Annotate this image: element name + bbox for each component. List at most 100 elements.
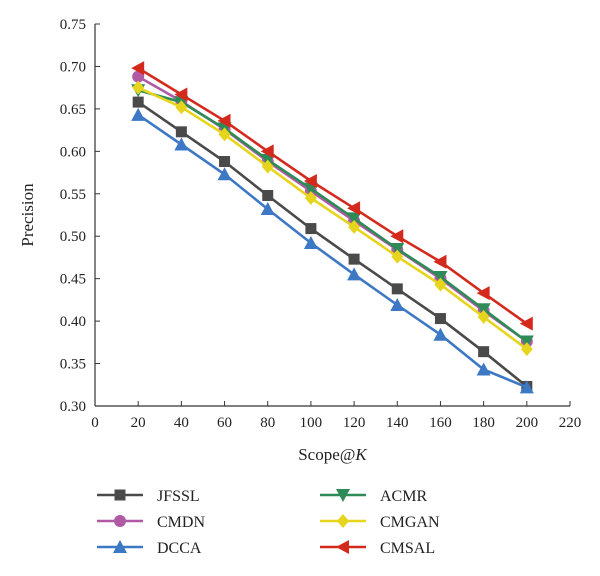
legend-item-cmsal: CMSAL [320,540,435,557]
data-point-cmsal [260,144,274,159]
data-point-cmsal [303,174,317,189]
legend-marker-jfssl [114,489,126,501]
data-point-cmdn [132,70,145,83]
y-tick-label: 0.35 [60,357,86,373]
data-point-cmgan [348,219,361,234]
x-axis-title-text: Scope@ [298,445,355,464]
data-point-dcca [519,380,534,394]
data-point-cmgan [304,191,317,206]
data-point-cmsal [476,286,490,301]
data-point-acmr [476,303,491,317]
y-tick-label: 0.60 [60,144,86,160]
legend-item-dcca: DCCA [97,540,202,557]
x-tick-label: 200 [516,415,539,431]
data-point-acmr [390,242,405,256]
series-dcca [131,107,534,394]
data-point-acmr [433,270,448,284]
y-tick-label: 0.70 [60,59,86,75]
series-line-dcca [137,113,528,389]
series-cmgan [132,80,533,357]
legend-item-cmgan: CMGAN [320,514,440,531]
data-point-cmgan [520,342,533,357]
data-point-dcca [303,236,318,250]
data-point-cmsal [433,254,447,269]
y-tick-label: 0.40 [60,314,86,330]
data-point-acmr [347,212,362,226]
data-point-jfssl [434,313,446,325]
legend-item-acmr: ACMR [320,488,427,505]
series-jfssl [132,96,533,392]
legend-marker-cmsal [336,540,349,554]
series-cmdn [132,70,533,348]
data-point-dcca [433,327,448,341]
data-point-dcca [390,297,405,311]
data-point-jfssl [391,283,403,295]
x-tick-label: 180 [472,415,495,431]
y-tick-label: 0.65 [60,102,86,118]
data-point-cmsal [131,61,145,76]
x-tick-label: 160 [429,415,452,431]
data-point-cmsal [390,229,404,244]
y-tick-label: 0.30 [60,399,86,415]
legend-marker-cmdn [114,515,126,527]
x-tick-label: 220 [559,415,582,431]
x-tick-label: 100 [300,415,323,431]
data-point-acmr [519,335,534,349]
data-point-cmgan [218,127,231,142]
data-point-dcca [217,167,232,181]
x-tick-label: 120 [343,415,366,431]
data-point-cmsal [519,316,533,331]
x-tick-label: 20 [131,415,146,431]
data-point-jfssl [132,96,144,108]
series-cmsal [131,61,533,331]
data-point-jfssl [262,189,274,201]
data-point-cmgan [132,80,145,95]
legend-label-cmgan: CMGAN [380,514,440,531]
series-layer [131,61,534,394]
legend: JFSSL ACMR CMDN CMGAN DCCA CMSAL [97,488,440,557]
axes: 0.30 0.35 0.40 0.45 0.50 0.55 0.60 0.65 0.70 0.75… [60,17,582,431]
legend-label-acmr: ACMR [380,488,427,505]
data-point-jfssl [348,253,360,265]
data-point-jfssl [478,346,490,358]
data-point-dcca [260,202,275,216]
x-tick-label: 140 [386,415,409,431]
series-line-cmgan [137,86,528,351]
legend-marker-acmr [336,489,350,502]
data-point-cmgan [434,277,447,292]
data-point-dcca [131,107,146,121]
data-point-jfssl [175,126,187,138]
data-point-cmsal [174,87,188,102]
y-axis-title: Precision [18,183,37,247]
x-tick-label: 80 [260,415,275,431]
legend-marker-dcca [113,540,127,553]
y-tick-label: 0.50 [60,229,86,245]
legend-label-cmsal: CMSAL [380,540,435,557]
data-point-dcca [347,267,362,281]
legend-marker-cmgan [337,514,349,528]
data-point-cmgan [477,309,490,324]
data-point-cmgan [175,100,188,115]
data-point-cmgan [261,159,274,174]
legend-label-cmdn: CMDN [157,514,205,531]
legend-label-jfssl: JFSSL [157,488,200,505]
series-line-acmr [137,88,528,343]
legend-label-dcca: DCCA [157,540,202,557]
x-axis-title-italic: K [354,445,368,464]
data-point-dcca [476,362,491,376]
data-point-jfssl [305,223,317,235]
series-line-jfssl [137,101,528,388]
legend-item-cmdn: CMDN [97,514,205,531]
y-tick-label: 0.55 [60,187,86,203]
x-axis-title: Scope@K [298,445,368,464]
data-point-dcca [174,137,189,151]
data-point-jfssl [219,156,231,168]
x-tick-label: 40 [174,415,189,431]
data-point-cmsal [347,201,361,216]
series-line-cmsal [137,66,528,325]
data-point-cmsal [217,113,231,128]
legend-item-jfssl: JFSSL [97,488,200,505]
x-tick-label: 60 [217,415,232,431]
data-point-cmgan [391,249,404,264]
